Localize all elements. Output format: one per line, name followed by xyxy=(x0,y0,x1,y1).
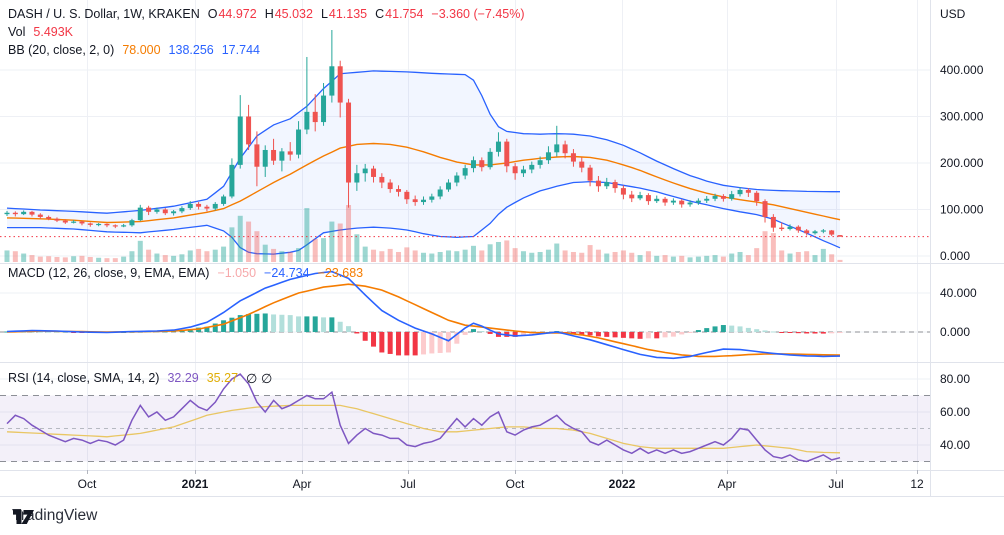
svg-text:2021: 2021 xyxy=(182,477,209,491)
svg-text:Jul: Jul xyxy=(400,477,415,491)
ohlc-high: H 45.032 xyxy=(264,7,313,21)
svg-text:Apr: Apr xyxy=(293,477,312,491)
bollinger-label: BB (20, close, 2, 0) xyxy=(8,43,115,57)
svg-text:400.000: 400.000 xyxy=(940,63,984,77)
price-axis[interactable]: USD 400.000 300.000 200.000 100.000 0.000 40.0… xyxy=(940,7,984,452)
ohlc-low: L 41.135 xyxy=(320,7,368,21)
rsi-label: RSI (14, close, SMA, 14, 2) xyxy=(8,371,160,385)
svg-text:60.00: 60.00 xyxy=(940,405,970,419)
svg-text:100.000: 100.000 xyxy=(940,203,984,217)
svg-text:80.00: 80.00 xyxy=(940,372,970,386)
volume-value: 5.493K xyxy=(33,25,74,39)
svg-text:200.000: 200.000 xyxy=(940,156,984,170)
grid-layer xyxy=(0,0,930,470)
macd-layer xyxy=(0,270,930,360)
rsi-legend-row[interactable]: RSI (14, close, SMA, 14, 2) 32.29 35.27 … xyxy=(8,371,272,386)
time-axis[interactable]: Oct 2021 Apr Jul Oct 2022 Apr Jul 12 xyxy=(78,470,924,491)
svg-text:40.00: 40.00 xyxy=(940,438,970,452)
price-change: −3.360 (−7.45%) xyxy=(431,7,525,21)
macd-label: MACD (12, 26, close, 9, EMA, EMA) xyxy=(8,266,210,280)
volume-label: Vol xyxy=(8,25,26,39)
bb-basis-value: 78.000 xyxy=(122,43,161,57)
svg-text:12: 12 xyxy=(910,477,924,491)
bb-lower-value: 17.744 xyxy=(221,43,260,57)
bollinger-legend-row[interactable]: BB (20, close, 2, 0) 78.000 138.256 17.7… xyxy=(8,43,260,58)
svg-text:2022: 2022 xyxy=(609,477,636,491)
rsi-layer xyxy=(0,373,930,463)
rsi-empty-markers: ∅ ∅ xyxy=(246,371,273,386)
tradingview-logo-icon xyxy=(13,510,34,524)
candles-layer xyxy=(4,30,843,237)
volume-legend-row[interactable]: Vol 5.493K xyxy=(8,25,73,40)
bb-upper-value: 138.256 xyxy=(168,43,214,57)
rsi-value: 32.29 xyxy=(167,371,199,385)
macd-hist-value: −1.050 xyxy=(217,266,257,280)
svg-text:40.000: 40.000 xyxy=(940,286,977,300)
svg-text:0.000: 0.000 xyxy=(940,249,970,263)
svg-text:Jul: Jul xyxy=(828,477,843,491)
svg-text:Oct: Oct xyxy=(506,477,525,491)
symbol-title: DASH / U. S. Dollar, 1W, KRAKEN xyxy=(8,7,200,21)
svg-text:0.000: 0.000 xyxy=(940,325,970,339)
volume-layer xyxy=(4,205,843,262)
svg-text:Apr: Apr xyxy=(718,477,737,491)
currency-label: USD xyxy=(940,7,966,21)
macd-signal-value: −23.683 xyxy=(317,266,364,280)
ohlc-open: O 44.972 xyxy=(207,7,257,21)
ohlc-close: C 41.754 xyxy=(375,7,424,21)
svg-text:300.000: 300.000 xyxy=(940,110,984,124)
macd-line-value: −24.734 xyxy=(264,266,310,280)
macd-legend-row[interactable]: MACD (12, 26, close, 9, EMA, EMA) −1.050… xyxy=(8,266,363,281)
rsi-sma-value: 35.27 xyxy=(206,371,239,385)
symbol-legend-row[interactable]: DASH / U. S. Dollar, 1W, KRAKEN O 44.972 … xyxy=(8,7,525,22)
tradingview-logo[interactable]: TradingView xyxy=(12,507,97,525)
pane-dividers xyxy=(0,0,1004,497)
svg-text:Oct: Oct xyxy=(78,477,97,491)
